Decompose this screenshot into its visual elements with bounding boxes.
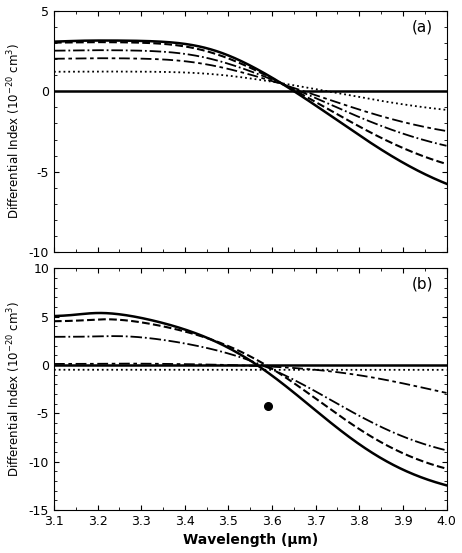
X-axis label: Wavelength (μm): Wavelength (μm): [182, 534, 318, 547]
Y-axis label: Differential Index (10$^{-20}$ cm$^3$): Differential Index (10$^{-20}$ cm$^3$): [6, 301, 23, 477]
Text: (b): (b): [411, 276, 433, 291]
Text: (a): (a): [412, 19, 433, 34]
Y-axis label: Differential Index (10$^{-20}$ cm$^3$): Differential Index (10$^{-20}$ cm$^3$): [6, 44, 23, 220]
